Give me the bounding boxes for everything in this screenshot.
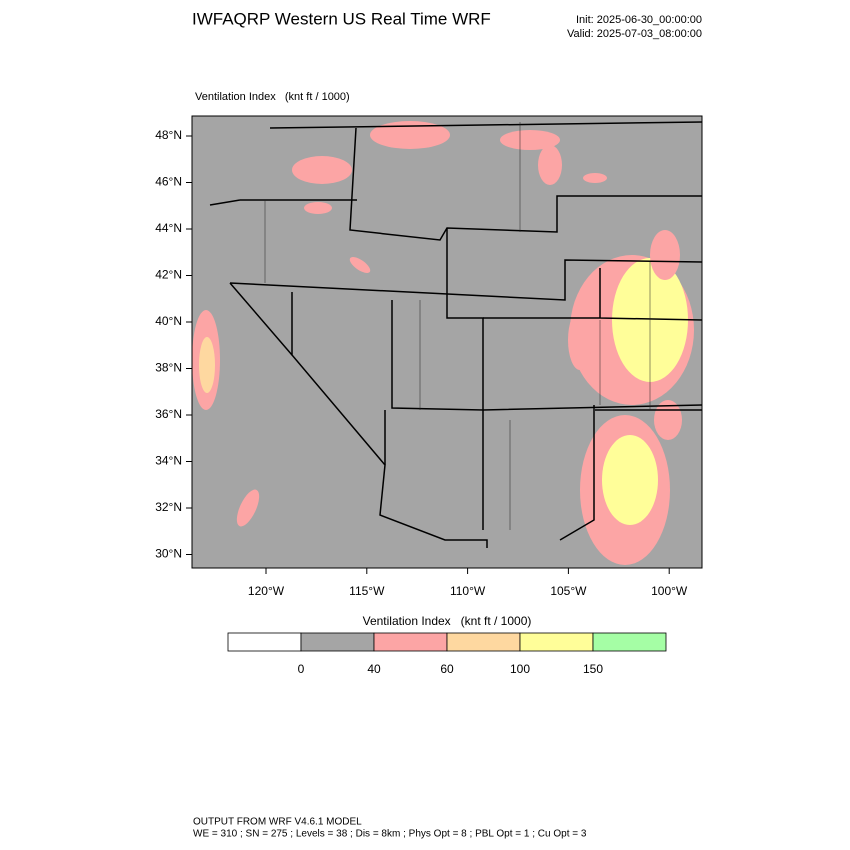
lat-label: 44°N (155, 221, 182, 235)
lat-labels: 48°N 46°N 44°N 42°N 40°N 38°N 36°N 34°N 32°N 30°N (155, 128, 192, 561)
colorbar-box (519, 632, 594, 652)
lat-label: 38°N (155, 361, 182, 375)
valid-time: Valid: 2025-07-03_08:00:00 (567, 28, 702, 40)
lat-label: 48°N (155, 128, 182, 142)
lon-label: 105°W (550, 584, 587, 598)
lon-label: 115°W (349, 584, 385, 598)
lat-label: 34°N (155, 454, 182, 468)
lat-label: 46°N (155, 175, 182, 189)
lon-labels: 120°W 115°W 110°W 105°W 100°W (248, 568, 688, 598)
footer-line: OUTPUT FROM WRF V4.6.1 MODEL (193, 817, 362, 828)
lon-label: 110°W (450, 584, 486, 598)
lon-label: 100°W (651, 584, 688, 598)
colorbar-label: 40 (367, 662, 381, 676)
colorbar-label: 60 (440, 662, 454, 676)
boundaries (209, 121, 703, 548)
lat-label: 30°N (155, 547, 182, 561)
lat-label: 36°N (155, 407, 182, 421)
colorbar-box (300, 632, 375, 652)
lat-label: 40°N (155, 314, 182, 328)
lat-label: 42°N (155, 268, 182, 282)
colorbar-title: Ventilation Index (knt ft / 1000) (363, 614, 532, 628)
map-frame (191, 115, 703, 569)
colorbar-box (373, 632, 448, 652)
lon-label: 120°W (248, 584, 285, 598)
init-time: Init: 2025-06-30_00:00:00 (576, 14, 702, 26)
title: IWFAQRP Western US Real Time WRF (192, 9, 491, 28)
colorbar-box (227, 632, 302, 652)
colorbar-label: 100 (510, 662, 530, 676)
colorbar-label: 150 (583, 662, 603, 676)
footer-line: WE = 310 ; SN = 275 ; Levels = 38 ; Dis … (193, 829, 587, 840)
colorbar: 0 40 60 100 150 (227, 632, 667, 676)
field-label: Ventilation Index (knt ft / 1000) (195, 91, 350, 103)
colorbar-box (446, 632, 521, 652)
colorbar-box (592, 632, 667, 652)
colorbar-label: 0 (298, 662, 305, 676)
map (191, 115, 703, 569)
lat-label: 32°N (155, 500, 182, 514)
